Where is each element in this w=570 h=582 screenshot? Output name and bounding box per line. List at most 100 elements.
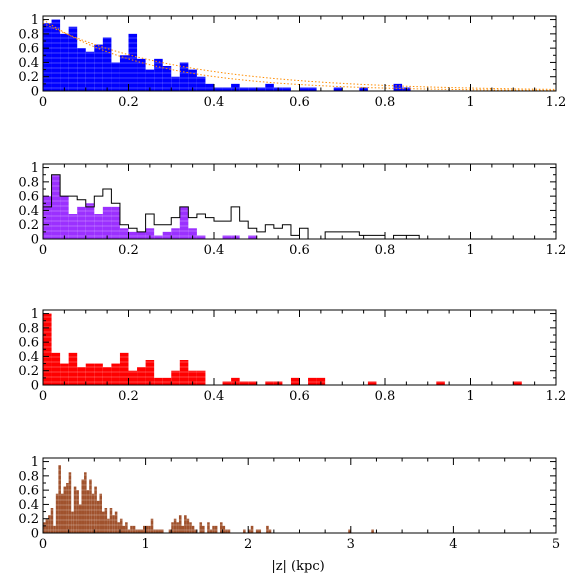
y-tick-label: 0.8 [18, 27, 39, 42]
histogram-bar [76, 490, 79, 533]
histogram-bar [119, 352, 129, 385]
histogram-bar [111, 62, 120, 91]
histogram-bar [231, 377, 240, 385]
y-tick-label: 0 [31, 379, 39, 394]
y-tick-label: 0.4 [18, 56, 39, 71]
histogram-bar [119, 228, 129, 239]
histogram-bar [393, 83, 403, 91]
y-tick-label: 0.2 [18, 70, 39, 85]
histogram-bar [60, 196, 69, 239]
histogram-bar [299, 87, 309, 91]
histogram-bar [86, 490, 90, 533]
histogram-bar [77, 48, 86, 91]
histogram-bar [119, 518, 123, 533]
histogram-bar [282, 87, 291, 91]
x-tick-label: 0 [39, 243, 47, 258]
histogram-bar [168, 529, 172, 533]
y-tick-label: 0 [31, 527, 39, 542]
x-tick-label: 0.6 [289, 389, 310, 404]
histogram-bar [513, 381, 522, 385]
histogram-bar [53, 525, 56, 533]
histogram-bar [143, 525, 146, 533]
histogram-bar [85, 51, 95, 91]
histogram-bar [77, 367, 86, 385]
histogram-bar [145, 228, 155, 239]
histogram-bar [114, 511, 118, 533]
histogram-bar [51, 352, 61, 385]
histogram-bar [109, 508, 113, 533]
histogram-bar [171, 370, 180, 385]
histogram-bar [89, 479, 92, 533]
histogram-bar [60, 363, 69, 385]
histogram-bar [219, 522, 223, 533]
histogram-bar [150, 518, 154, 533]
outline-histogram [43, 174, 556, 239]
histogram-bar [225, 529, 228, 533]
histogram-bar [102, 37, 112, 91]
x-tick-label: 0 [39, 95, 47, 110]
histogram-bar [308, 87, 317, 91]
histogram-bar [188, 370, 197, 385]
histogram-bar [181, 525, 185, 533]
x-tick-label: 0.6 [289, 243, 310, 258]
histogram-bar [227, 529, 231, 533]
histogram-bar [255, 529, 259, 533]
y-tick-label: 1 [31, 307, 39, 322]
histogram-bar [112, 515, 115, 533]
histogram-bar [176, 522, 179, 533]
x-tick-label: 0.4 [204, 389, 225, 404]
histogram-bar [171, 522, 174, 533]
histogram-bar [239, 381, 249, 385]
histogram-bar [265, 83, 274, 91]
histogram-bar [160, 529, 164, 533]
histogram-bar [111, 363, 120, 385]
histogram-bar [137, 231, 146, 239]
histogram-bar [162, 377, 172, 385]
histogram-bar [127, 529, 131, 533]
histogram-bar [222, 235, 232, 239]
histogram-bar [81, 479, 85, 533]
histogram-bar [250, 525, 254, 533]
histogram-bar [68, 352, 78, 385]
histogram-bar [111, 206, 120, 239]
histogram-bar [207, 522, 210, 533]
y-tick-label: 0.2 [18, 512, 39, 527]
y-tick-label: 0.4 [18, 204, 39, 219]
histogram-bar [55, 493, 59, 533]
x-tick-label: 1 [466, 243, 474, 258]
histogram-bar [239, 87, 249, 91]
histogram-bar [43, 23, 52, 91]
histogram-bar [91, 493, 95, 533]
histogram-bar [258, 529, 262, 533]
panel-2: 0 0.2 0.4 0.6 0.8 1 1.200.20.40.60.81 [18, 161, 567, 258]
histogram-bar [145, 360, 155, 385]
y-tick-label: 0.2 [18, 364, 39, 379]
y-tick-label: 1 [31, 455, 39, 470]
histogram-bar [43, 196, 52, 239]
histogram-bar [188, 228, 197, 239]
histogram-bar [78, 504, 82, 533]
y-tick-label: 0.8 [18, 175, 39, 190]
y-tick-label: 0 [31, 233, 39, 248]
y-tick-label: 0.4 [18, 498, 39, 513]
histogram-bar [189, 522, 192, 533]
histogram-bar [212, 525, 215, 533]
histogram-bar [179, 206, 189, 239]
y-tick-label: 0.8 [18, 469, 39, 484]
histogram-bar [128, 231, 138, 239]
histogram-bar [256, 87, 266, 91]
histogram-bar [117, 522, 120, 533]
histogram-bar [154, 235, 163, 239]
x-tick-label: 1.2 [546, 243, 567, 258]
histogram-bar [184, 515, 187, 533]
histogram-bar [58, 465, 61, 533]
histogram-bar [155, 529, 159, 533]
histogram-bar [222, 525, 226, 533]
x-tick-label: 3 [347, 537, 355, 552]
y-tick-label: 0.6 [18, 42, 39, 57]
y-tick-label: 0.6 [18, 190, 39, 205]
histogram-bar [265, 381, 274, 385]
histogram-bar [202, 525, 205, 533]
histogram-bar [171, 76, 180, 91]
